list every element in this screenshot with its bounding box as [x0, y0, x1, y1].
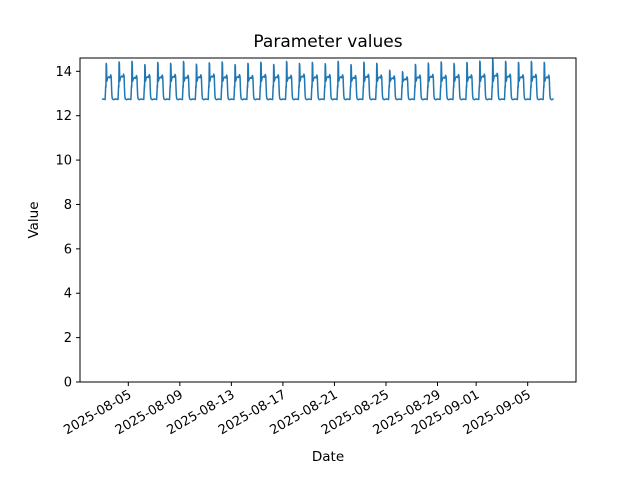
- x-axis-label: Date: [312, 449, 344, 465]
- series-line: [101, 58, 554, 101]
- chart-title: Parameter values: [253, 32, 402, 52]
- y-tick-label: 2: [64, 331, 72, 346]
- y-tick-label: 10: [55, 154, 72, 169]
- y-tick-label: 4: [64, 287, 72, 302]
- x-axis: 2025-08-052025-08-092025-08-132025-08-17…: [61, 382, 534, 438]
- y-tick-label: 14: [55, 65, 72, 80]
- y-axis-label: Value: [26, 201, 42, 238]
- y-tick-label: 0: [64, 376, 72, 391]
- y-axis: 0 2 4 6 8 10 12 14: [55, 65, 80, 391]
- y-tick-label: 6: [64, 242, 72, 257]
- y-tick-label: 12: [55, 109, 72, 124]
- y-tick-label: 8: [64, 198, 72, 213]
- plot-area: [79, 57, 577, 383]
